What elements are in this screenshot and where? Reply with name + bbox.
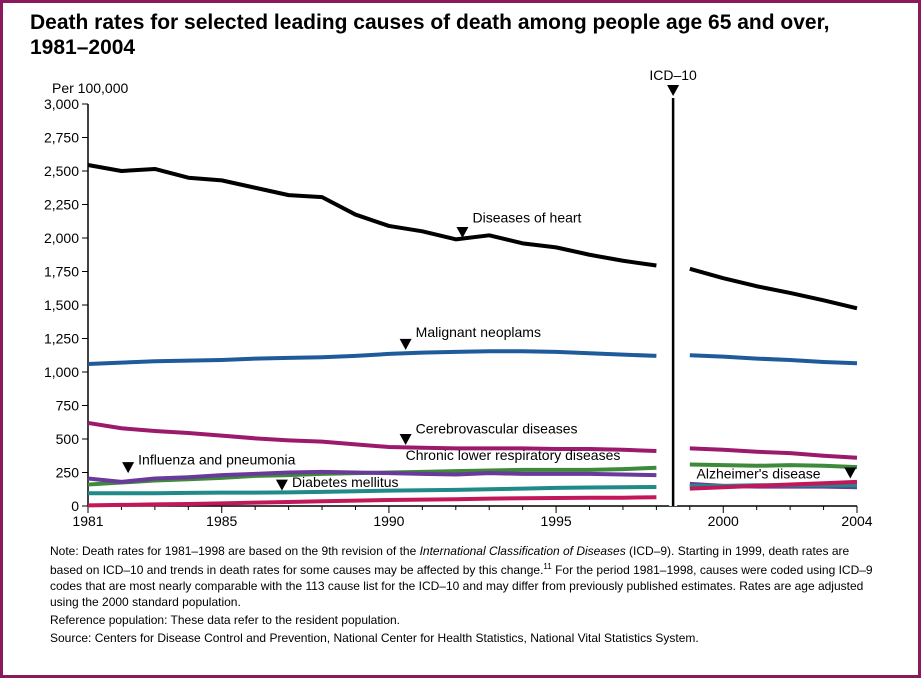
pointer-cerebrovascular-diseases-icon xyxy=(399,434,412,446)
chart-notes: Note: Death rates for 1981–1998 are base… xyxy=(50,543,880,648)
note-text-1: Note: Death rates for 1981–1998 are base… xyxy=(50,544,420,558)
y-tick-label: 3,000 xyxy=(44,96,79,112)
x-tick-label: 2004 xyxy=(841,513,872,529)
y-tick-label: 2,500 xyxy=(44,163,79,179)
note-italic-text: International Classification of Diseases xyxy=(419,544,626,558)
label-diseases-of-heart: Diseases of heart xyxy=(473,210,582,226)
y-tick-label: 250 xyxy=(56,465,80,481)
chart-title: Death rates for selected leading causes … xyxy=(30,11,830,59)
pointer-diseases-of-heart-icon xyxy=(456,227,469,238)
y-tick-label: 0 xyxy=(71,498,79,514)
note-paragraph: Note: Death rates for 1981–1998 are base… xyxy=(50,543,880,610)
series-line-malignant-neoplams-icd10 xyxy=(689,353,858,366)
icd10-marker-icon xyxy=(667,85,680,96)
source-note: Source: Centers for Disease Control and … xyxy=(50,631,699,645)
x-tick-label: 2000 xyxy=(708,513,739,529)
series-line-alzheimer-s-disease-icd9 xyxy=(87,495,657,508)
x-tick-label: 1990 xyxy=(373,513,404,529)
series-line-alzheimer-s-disease-icd10 xyxy=(689,479,858,491)
series-line-diabetes-mellitus-icd9 xyxy=(88,484,657,496)
note-text-3: For the period 1981–1998, causes were co… xyxy=(50,563,873,609)
pointer-influenza-and-pneumonia-icon xyxy=(122,462,135,474)
y-tick-label: 2,250 xyxy=(44,197,79,213)
y-tick-label: 1,750 xyxy=(44,264,79,280)
pointer-alzheimer-s-disease-icon xyxy=(844,467,857,479)
series-line-influenza-and-pneumonia-icd9 xyxy=(87,469,657,484)
note-text-2: (ICD–9). Starting in 1999, death rates a… xyxy=(50,544,850,577)
label-alzheimer-s-disease: Alzheimer's disease xyxy=(697,466,821,482)
x-tick-label: 1985 xyxy=(206,513,237,529)
y-tick-label: 1,250 xyxy=(44,331,79,347)
series-line-chronic-lower-respiratory-diseases-icd10 xyxy=(689,462,858,470)
series-line-malignant-neoplams-icd9 xyxy=(87,349,657,366)
series-line-cerebrovascular-diseases-icd9 xyxy=(87,420,657,454)
y-tick-label: 2,750 xyxy=(44,130,79,146)
y-tick-label: 1,500 xyxy=(44,297,79,313)
footnote-marker: 11 xyxy=(543,562,552,571)
y-axis-title: Per 100,000 xyxy=(52,80,128,96)
label-malignant-neoplams: Malignant neoplams xyxy=(416,324,541,340)
pointer-malignant-neoplams-icon xyxy=(399,338,412,350)
label-chronic-lower-respiratory-diseases: Chronic lower respiratory diseases xyxy=(406,447,621,463)
y-tick-label: 750 xyxy=(56,398,80,414)
plot-area: Per 100,000 0 250 500 750 1,000 1,250 1,500 1,75… xyxy=(44,67,873,529)
y-tick-label: 500 xyxy=(56,431,80,447)
reference-population: Reference population: These data refer t… xyxy=(50,613,401,627)
label-influenza-and-pneumonia: Influenza and pneumonia xyxy=(138,451,295,467)
icd10-label: ICD–10 xyxy=(649,67,697,83)
series-line-diseases-of-heart-icd10 xyxy=(689,266,858,311)
label-cerebrovascular-diseases: Cerebrovascular diseases xyxy=(416,421,578,437)
x-tick-label: 1995 xyxy=(541,513,572,529)
series-line-cerebrovascular-diseases-icd10 xyxy=(689,446,858,460)
series-line-diseases-of-heart-icd9 xyxy=(87,163,657,268)
y-tick-label: 2,000 xyxy=(44,230,79,246)
y-tick-label: 1,000 xyxy=(44,364,79,380)
label-diabetes-mellitus: Diabetes mellitus xyxy=(292,474,399,490)
pointer-diabetes-mellitus-icon xyxy=(275,479,288,491)
x-tick-label: 1981 xyxy=(72,513,103,529)
